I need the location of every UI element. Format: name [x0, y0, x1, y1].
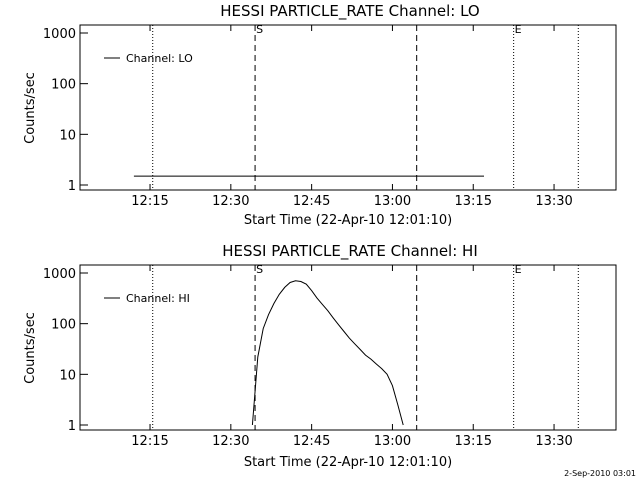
hi-plot-frame	[79, 264, 617, 431]
lo-chart-title: HESSI PARTICLE_RATE Channel: LO	[220, 2, 479, 21]
lo-x-tick-label-1: 12:30	[212, 194, 249, 209]
hi-chart-title: HESSI PARTICLE_RATE Channel: HI	[222, 242, 478, 261]
hi-x-tick-label-3: 13:00	[374, 434, 411, 449]
lo-vertical-lines	[152, 25, 579, 190]
generation-timestamp: 2-Sep-2010 03:01	[564, 469, 636, 478]
hi-x-axis-ticks: 12:15 12:30 12:45 13:00 13:15 13:30	[131, 265, 573, 449]
lo-plot-frame	[79, 24, 617, 191]
hi-y-axis-label: Counts/sec	[23, 312, 38, 384]
lo-y-tick-label-0: 1	[68, 179, 76, 194]
hi-y-tick-label-3: 1000	[43, 267, 76, 282]
hi-vertical-lines	[152, 265, 579, 430]
lo-channel-panel: HESSI PARTICLE_RATE Channel: LO 12:15 12:…	[23, 2, 617, 228]
hi-marker-s: S	[256, 263, 263, 276]
lo-x-tick-label-2: 12:45	[293, 194, 330, 209]
lo-marker-e: E	[515, 23, 522, 36]
lo-x-tick-label-5: 13:30	[535, 194, 572, 209]
lo-y-tick-label-3: 1000	[43, 27, 76, 42]
lo-x-tick-label-4: 13:15	[455, 194, 492, 209]
hi-legend: Channel: HI	[104, 292, 190, 305]
lo-y-axis-ticks: 1 10 100 1000	[43, 27, 88, 194]
lo-x-axis-ticks: 12:15 12:30 12:45 13:00 13:15 13:30	[131, 25, 573, 209]
hi-x-tick-label-0: 12:15	[131, 434, 168, 449]
lo-marker-s: S	[256, 23, 263, 36]
lo-y-tick-label-2: 100	[51, 78, 76, 93]
hi-y-tick-label-2: 100	[51, 318, 76, 333]
hi-x-axis-label: Start Time (22-Apr-10 12:01:10)	[244, 455, 452, 470]
hi-x-tick-label-5: 13:30	[535, 434, 572, 449]
lo-x-tick-label-3: 13:00	[374, 194, 411, 209]
hi-x-tick-label-1: 12:30	[212, 434, 249, 449]
lo-y-axis-label: Counts/sec	[23, 72, 38, 144]
lo-y-tick-label-1: 10	[59, 128, 76, 143]
hi-x-tick-label-4: 13:15	[455, 434, 492, 449]
lo-legend: Channel: LO	[104, 52, 193, 65]
hi-legend-label: Channel: HI	[126, 292, 190, 305]
hi-marker-e: E	[515, 263, 522, 276]
hi-y-tick-label-1: 10	[59, 368, 76, 383]
hi-y-axis-ticks: 1 10 100 1000	[43, 267, 88, 434]
lo-legend-label: Channel: LO	[126, 52, 193, 65]
hi-series-marks	[251, 280, 404, 426]
lo-x-axis-label: Start Time (22-Apr-10 12:01:10)	[244, 213, 452, 228]
hi-x-tick-label-2: 12:45	[293, 434, 330, 449]
hi-series-line-0	[251, 280, 404, 426]
hi-y-tick-label-0: 1	[68, 419, 76, 434]
hi-channel-panel: HESSI PARTICLE_RATE Channel: HI 12:15 12:…	[23, 242, 617, 470]
lo-x-tick-label-0: 12:15	[131, 194, 168, 209]
